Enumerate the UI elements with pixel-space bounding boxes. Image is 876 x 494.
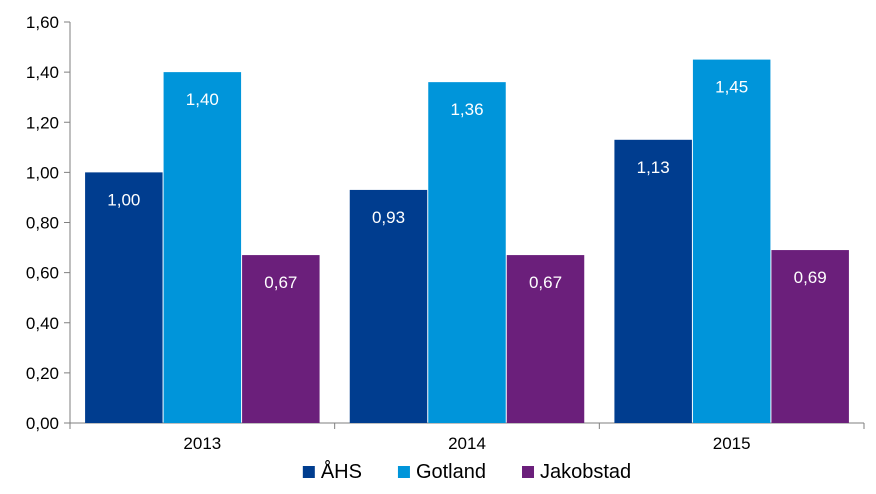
chart-legend: ÅHS Gotland Jakobstad — [302, 460, 631, 483]
legend-label: Gotland — [416, 461, 486, 483]
data-label: 0,67 — [529, 273, 562, 292]
data-label: 1,13 — [637, 158, 670, 177]
x-tick-label: 2015 — [713, 434, 751, 453]
legend-item: ÅHS — [302, 460, 362, 483]
y-tick-label: 1,20 — [26, 113, 59, 132]
legend-swatch — [302, 466, 315, 478]
y-tick-label: 0,00 — [26, 414, 59, 433]
y-tick-label: 0,20 — [26, 364, 59, 383]
legend-item: Jakobstad — [522, 461, 631, 483]
data-label: 1,40 — [186, 90, 219, 109]
y-tick-label: 1,40 — [26, 63, 59, 82]
data-label: 0,69 — [794, 268, 827, 287]
bar — [428, 82, 506, 424]
legend-label: ÅHS — [321, 460, 362, 483]
data-label: 0,67 — [264, 273, 297, 292]
x-tick-label: 2014 — [448, 434, 486, 453]
legend-swatch — [397, 466, 410, 478]
data-label: 1,36 — [450, 100, 483, 119]
data-label: 0,93 — [372, 208, 405, 227]
bar — [242, 255, 320, 423]
bar — [349, 189, 428, 423]
x-axis-ticks: 2013 2014 2015 — [69, 423, 865, 453]
y-axis-ticks: 0,00 0,20 0,40 0,60 0,80 1,00 1,20 1,40 1,60 — [26, 13, 70, 433]
y-tick-label: 1,00 — [26, 163, 59, 182]
y-tick-label: 0,60 — [26, 264, 59, 283]
legend-label: Jakobstad — [540, 461, 631, 483]
bar — [506, 255, 585, 423]
bar — [614, 139, 692, 423]
y-tick-label: 0,40 — [26, 314, 59, 333]
data-label: 1,00 — [107, 190, 140, 209]
data-label: 1,45 — [715, 78, 748, 97]
bar — [692, 59, 771, 423]
bar — [85, 172, 163, 423]
x-tick-label: 2013 — [183, 434, 221, 453]
bar — [163, 72, 242, 423]
bars-group: 1,00 1,40 0,67 0,93 1,36 0,67 1,13 1,45 0,69 — [85, 59, 849, 424]
y-tick-label: 1,60 — [26, 13, 59, 32]
legend-swatch — [522, 466, 535, 478]
y-tick-label: 0,80 — [26, 214, 59, 233]
legend-item: Gotland — [397, 461, 486, 483]
bar — [771, 250, 849, 423]
